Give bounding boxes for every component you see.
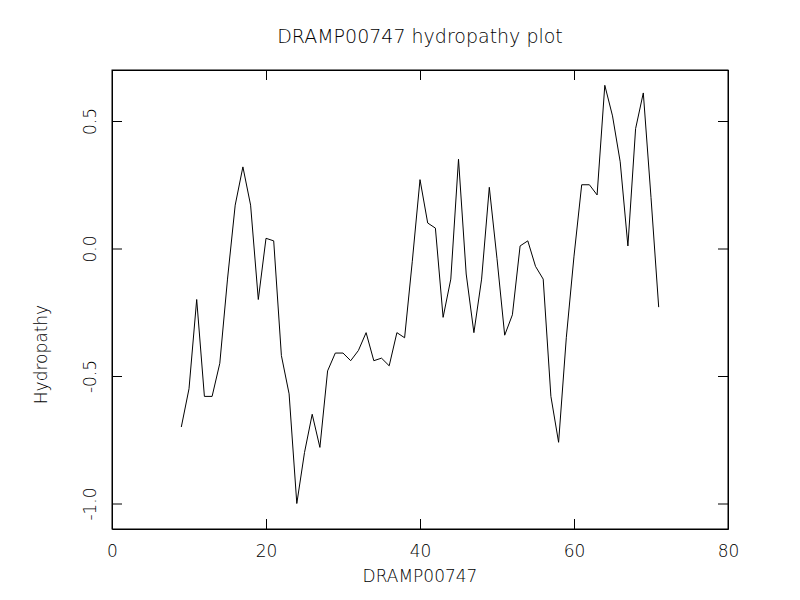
tick-label: 80 (718, 541, 740, 561)
tick-mark (574, 519, 575, 529)
tick (718, 504, 728, 505)
x-axis-top (113, 70, 729, 80)
chart: 0 20 40 60 80 -1.0 -0.5 0.0 0.5 DRAMP00747 hydrop… (0, 0, 800, 600)
x-axis-title: DRAMP00747 (363, 566, 478, 586)
axis-line (728, 71, 729, 530)
tick (266, 70, 267, 80)
tick (718, 249, 728, 250)
tick: -1.0 (80, 487, 122, 520)
tick-mark (718, 376, 728, 377)
tick-mark (718, 249, 728, 250)
tick-label: -1.0 (80, 487, 100, 520)
tick-mark (112, 121, 122, 122)
tick (718, 121, 728, 122)
tick (718, 376, 728, 377)
tick-label: 0.0 (80, 235, 100, 262)
tick: 20 (256, 519, 278, 561)
tick-mark (112, 249, 122, 250)
tick-mark (266, 70, 267, 80)
axis-line (112, 71, 113, 530)
y-axis: -1.0 -0.5 0.0 0.5 (80, 71, 122, 530)
tick-mark (420, 519, 421, 529)
x-axis: 0 20 40 60 80 (107, 519, 739, 561)
tick-mark (718, 121, 728, 122)
tick: -0.5 (80, 360, 122, 393)
tick (574, 70, 575, 80)
tick: 60 (564, 519, 586, 561)
tick: 0.5 (80, 108, 122, 135)
tick-mark (266, 519, 267, 529)
tick-label: 40 (410, 541, 432, 561)
tick-mark (112, 504, 122, 505)
tick-mark (420, 70, 421, 80)
tick-mark (574, 70, 575, 80)
axis-line (113, 529, 729, 530)
title: DRAMP00747 hydropathy plot (277, 25, 563, 47)
y-axis-title: Hydropathy (31, 305, 51, 404)
plot-frame (112, 70, 728, 529)
plot-area (181, 85, 658, 503)
tick-label: 0.5 (80, 108, 100, 135)
tick-label: 60 (564, 541, 586, 561)
hydropathy-line (181, 85, 658, 503)
y-axis-right (718, 71, 729, 530)
tick-mark (112, 376, 122, 377)
tick-label: 20 (256, 541, 278, 561)
tick-mark (718, 504, 728, 505)
tick-label: 0 (107, 541, 118, 561)
tick: 40 (410, 519, 432, 561)
tick: 0.0 (80, 235, 122, 262)
tick-label: -0.5 (80, 360, 100, 393)
tick (420, 70, 421, 80)
